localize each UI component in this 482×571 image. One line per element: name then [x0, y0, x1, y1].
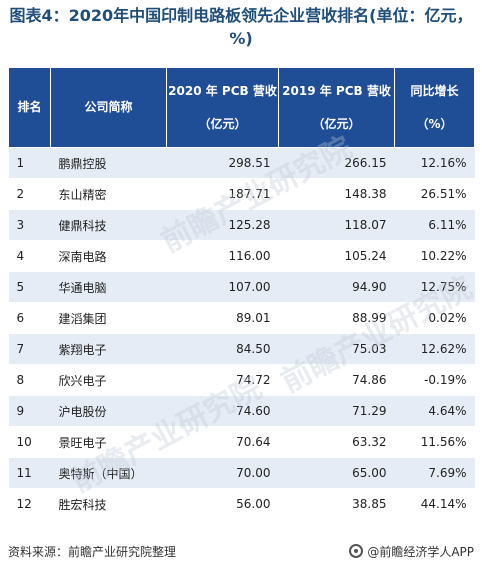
cell-company: 东山精密 — [50, 178, 167, 210]
cell-rank: 4 — [8, 240, 51, 272]
cell-rev2020: 74.60 — [166, 395, 279, 427]
table-row: 9 沪电股份 74.60 71.29 4.64% — [8, 395, 475, 427]
cell-company: 奥特斯（中国） — [50, 457, 167, 489]
cell-rev2019: 266.15 — [278, 147, 395, 179]
table-row: 7 紫翔电子 84.50 75.03 12.62% — [8, 333, 475, 365]
brand: @前瞻经济学人APP — [349, 543, 474, 560]
cell-company: 鹏鼎控股 — [50, 147, 167, 179]
cell-rev2019: 65.00 — [278, 457, 395, 489]
cell-company: 建滔集团 — [50, 302, 167, 334]
cell-rank: 6 — [8, 302, 51, 334]
cell-rank: 10 — [8, 426, 51, 458]
cell-rev2019: 148.38 — [278, 178, 395, 210]
brand-label: @前瞻经济学人APP — [367, 544, 474, 559]
cell-rev2020: 187.71 — [166, 178, 279, 210]
header-growth: 同比增长 （%） — [394, 67, 475, 148]
cell-growth: -0.19% — [394, 364, 475, 396]
cell-company: 健鼎科技 — [50, 209, 167, 241]
cell-growth: 4.64% — [394, 395, 475, 427]
table-header-row: 排名 公司简称 2020 年 PCB 营收 （亿元） 2019 年 PCB 营收… — [8, 67, 475, 148]
table-row: 2 东山精密 187.71 148.38 26.51% — [8, 178, 475, 210]
cell-rev2019: 63.32 — [278, 426, 395, 458]
cell-company: 景旺电子 — [50, 426, 167, 458]
header-rev2020: 2020 年 PCB 营收 （亿元） — [166, 67, 279, 148]
table-row: 3 健鼎科技 125.28 118.07 6.11% — [8, 209, 475, 241]
table-row: 12 胜宏科技 56.00 38.85 44.14% — [8, 488, 475, 520]
cell-rev2020: 298.51 — [166, 147, 279, 179]
cell-rev2019: 71.29 — [278, 395, 395, 427]
cell-rank: 8 — [8, 364, 51, 396]
cell-growth: 12.16% — [394, 147, 475, 179]
header-rev2019-line1: 2019 年 PCB 营收 — [282, 83, 391, 98]
cell-rank: 11 — [8, 457, 51, 489]
table-row: 1 鹏鼎控股 298.51 266.15 12.16% — [8, 147, 475, 179]
revenue-table: 排名 公司简称 2020 年 PCB 营收 （亿元） 2019 年 PCB 营收… — [8, 67, 475, 520]
source-note: 资料来源：前瞻产业研究院整理 — [8, 544, 177, 559]
cell-growth: 10.22% — [394, 240, 475, 272]
page-title: 图表4：2020年中国印制电路板领先企业营收排名(单位：亿元，%) — [9, 6, 473, 48]
cell-growth: 7.69% — [394, 457, 475, 489]
cell-rev2020: 116.00 — [166, 240, 279, 272]
cell-company: 欣兴电子 — [50, 364, 167, 396]
header-growth-line2: （%） — [416, 116, 453, 131]
cell-rev2019: 118.07 — [278, 209, 395, 241]
cell-rank: 2 — [8, 178, 51, 210]
cell-rev2020: 89.01 — [166, 302, 279, 334]
header-rev2020-line1: 2020 年 PCB 营收 — [168, 83, 277, 98]
cell-rank: 9 — [8, 395, 51, 427]
header-rev2019: 2019 年 PCB 营收 （亿元） — [278, 67, 395, 148]
cell-rank: 5 — [8, 271, 51, 303]
cell-rev2020: 107.00 — [166, 271, 279, 303]
cell-company: 紫翔电子 — [50, 333, 167, 365]
cell-company: 沪电股份 — [50, 395, 167, 427]
cell-rev2020: 84.50 — [166, 333, 279, 365]
table-row: 6 建滔集团 89.01 88.99 0.02% — [8, 302, 475, 334]
cell-rev2020: 56.00 — [166, 488, 279, 520]
cell-rev2019: 38.85 — [278, 488, 395, 520]
cell-rank: 12 — [8, 488, 51, 520]
cell-rev2019: 74.86 — [278, 364, 395, 396]
cell-growth: 12.75% — [394, 271, 475, 303]
header-rev2019-line2: （亿元） — [312, 116, 361, 131]
header-company: 公司简称 — [50, 67, 167, 148]
cell-rev2020: 70.00 — [166, 457, 279, 489]
cell-growth: 11.56% — [394, 426, 475, 458]
cell-rank: 7 — [8, 333, 51, 365]
cell-growth: 0.02% — [394, 302, 475, 334]
cell-rank: 1 — [8, 147, 51, 179]
table-row: 10 景旺电子 70.64 63.32 11.56% — [8, 426, 475, 458]
table-row: 4 深南电路 116.00 105.24 10.22% — [8, 240, 475, 272]
cell-growth: 44.14% — [394, 488, 475, 520]
cell-rank: 3 — [8, 209, 51, 241]
cell-company: 华通电脑 — [50, 271, 167, 303]
cell-growth: 12.62% — [394, 333, 475, 365]
cell-rev2019: 94.90 — [278, 271, 395, 303]
cell-growth: 26.51% — [394, 178, 475, 210]
table-row: 8 欣兴电子 74.72 74.86 -0.19% — [8, 364, 475, 396]
cell-rev2020: 125.28 — [166, 209, 279, 241]
cell-rev2020: 74.72 — [166, 364, 279, 396]
cell-company: 深南电路 — [50, 240, 167, 272]
footer: 资料来源：前瞻产业研究院整理 @前瞻经济学人APP — [8, 539, 474, 563]
brand-icon — [349, 544, 364, 558]
table-row: 5 华通电脑 107.00 94.90 12.75% — [8, 271, 475, 303]
cell-rev2020: 70.64 — [166, 426, 279, 458]
cell-growth: 6.11% — [394, 209, 475, 241]
header-rev2020-line2: （亿元） — [198, 116, 247, 131]
cell-rev2019: 88.99 — [278, 302, 395, 334]
cell-company: 胜宏科技 — [50, 488, 167, 520]
header-growth-line1: 同比增长 — [410, 83, 459, 98]
header-rank: 排名 — [8, 67, 51, 148]
cell-rev2019: 75.03 — [278, 333, 395, 365]
table-row: 11 奥特斯（中国） 70.00 65.00 7.69% — [8, 457, 475, 489]
cell-rev2019: 105.24 — [278, 240, 395, 272]
